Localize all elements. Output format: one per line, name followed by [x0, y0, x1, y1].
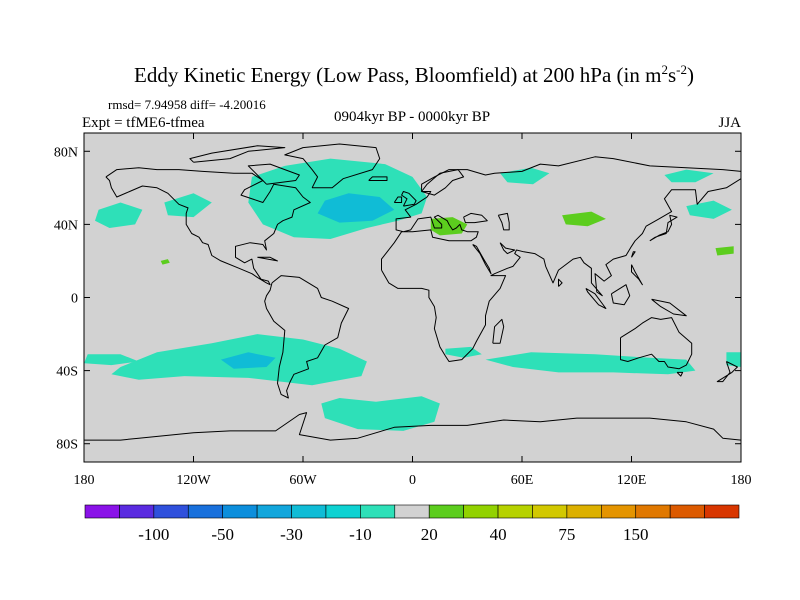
colorbar-box [669, 504, 705, 519]
coast-antarctica [84, 412, 741, 441]
y-tick-label: 40N [54, 218, 78, 233]
coast-red-sea [472, 244, 492, 275]
chart-title: Eddy Kinetic Energy (Low Pass, Bloomfiel… [134, 62, 694, 87]
colorbar: -100 -50 -30 -10 20 40 75 150 [84, 504, 740, 544]
colorbar-box [566, 504, 602, 519]
coast-new-guinea [651, 298, 687, 317]
colorbar-box [463, 504, 499, 519]
colorbar-label: 20 [421, 525, 438, 544]
colorbar-box [635, 504, 671, 519]
region-far-sw-patch [84, 354, 139, 366]
contour-regions [84, 158, 741, 431]
coast-madagascar [492, 318, 505, 344]
coast-greenland [284, 143, 381, 189]
region-south-atlantic-band [321, 396, 440, 431]
colorbar-label: -30 [280, 525, 303, 544]
colorbar-box [222, 504, 258, 519]
colorbar-box [704, 504, 740, 519]
colorbar-label: 75 [558, 525, 575, 544]
coast-philippines [631, 264, 643, 286]
colorbar-box [153, 504, 189, 519]
x-tick-label: 180 [731, 473, 752, 488]
y-axis-ticks: 80N 40N 0 40S 80S [54, 145, 741, 453]
coast-ireland [393, 196, 403, 203]
coast-sri-lanka [558, 278, 563, 287]
coast-australia [620, 317, 693, 370]
period-label: 0904kyr BP - 0000kyr BP [334, 109, 490, 125]
region-south-pacific-core [220, 352, 276, 369]
coast-baffin [247, 163, 300, 185]
coast-arctic-islands [189, 145, 286, 163]
region-ne-pacific-patch [164, 193, 212, 218]
region-nw-pacific-patch [95, 202, 143, 228]
chart-title-main: Eddy Kinetic Energy (Low Pass, Bloomfiel… [134, 63, 661, 87]
coast-new-zealand [716, 361, 738, 383]
stats-text: rmsd= 7.94958 diff= -4.20016 [108, 97, 266, 112]
x-tick-label: 60W [289, 473, 317, 488]
experiment-label: Expt = tfME6-tfmea [82, 115, 205, 131]
title-close: ) [687, 63, 694, 87]
y-tick-label: 80S [56, 438, 78, 453]
coast-cuba [257, 256, 278, 262]
colorbar-label: 150 [623, 525, 649, 544]
colorbar-label: -50 [211, 525, 234, 544]
colorbar-box [325, 504, 361, 519]
coast-sumatra [585, 287, 607, 309]
x-tick-label: 0 [409, 473, 416, 488]
season-label: JJA [718, 115, 741, 131]
colorbar-box [394, 504, 430, 519]
colorbar-label: -10 [349, 525, 372, 544]
colorbar-box [601, 504, 637, 519]
x-tick-label: 120E [617, 473, 647, 488]
region-mediterranean-positive [430, 217, 468, 236]
y-tick-label: 0 [71, 292, 78, 307]
coast-iceland [368, 176, 388, 181]
coast-japan [649, 214, 678, 242]
colorbar-box [187, 504, 223, 519]
y-tick-label: 80N [54, 145, 78, 160]
colorbar-box [532, 504, 568, 519]
coast-north-america [105, 167, 311, 286]
coast-taiwan [631, 251, 636, 258]
coast-persian-gulf [499, 242, 516, 255]
region-nw-pacific-positive [715, 246, 734, 256]
coast-black-sea [463, 212, 488, 224]
region-south-africa-patch [445, 346, 482, 358]
colorbar-box [360, 504, 396, 519]
title-unit-s: s [668, 63, 676, 87]
coast-gb [401, 191, 417, 207]
x-tick-label: 180 [74, 473, 95, 488]
coast-afro-eurasia [381, 156, 741, 271]
colorbar-box [291, 504, 327, 519]
colorbar-label: -100 [138, 525, 169, 544]
colorbar-box [256, 504, 292, 519]
colorbar-box [428, 504, 464, 519]
region-nw-pacific-east-patch [686, 200, 732, 219]
title-unit-sup2: -2 [676, 62, 687, 77]
x-tick-label: 120W [176, 473, 211, 488]
coast-caspian [497, 212, 510, 231]
coast-south-america [264, 275, 350, 399]
region-indian-ocean-band [485, 352, 696, 375]
colorbar-box [84, 504, 120, 519]
x-tick-label: 60E [511, 473, 534, 488]
colorbar-box [497, 504, 533, 519]
region-arctic-east-patch [664, 169, 714, 183]
title-unit-sup1: 2 [661, 62, 668, 77]
colorbar-box [119, 504, 155, 519]
region-e-pacific-speck [160, 259, 170, 265]
coast-borneo [610, 284, 631, 306]
region-north-atlantic-core [317, 193, 395, 223]
y-tick-label: 40S [56, 365, 78, 380]
region-central-asia-positive [562, 211, 606, 227]
x-axis-ticks: 180 120W 60W 0 60E 120E 180 [74, 133, 752, 488]
colorbar-label: 40 [490, 525, 507, 544]
coastlines [84, 143, 741, 441]
coast-scandinavia [421, 169, 465, 196]
coast-tasmania [676, 371, 684, 377]
coast-east-asia [381, 178, 741, 362]
